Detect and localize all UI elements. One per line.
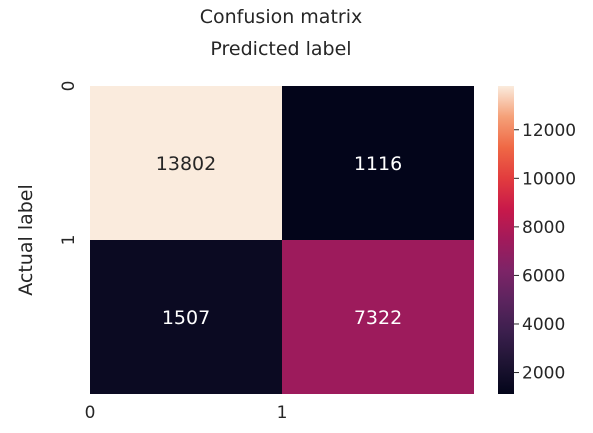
colorbar-tick-label: 2000 — [522, 364, 565, 384]
cell-value-label: 13802 — [156, 153, 216, 175]
y-tick-label: 0 — [59, 81, 79, 92]
x-axis-label: Predicted label — [210, 38, 352, 60]
y-tick-label: 1 — [59, 235, 79, 246]
colorbar-tick-label: 8000 — [522, 218, 565, 238]
cell-value-label: 7322 — [354, 307, 402, 329]
heatmap-cell-1-0 — [90, 240, 282, 394]
colorbar-tick-label: 4000 — [522, 315, 565, 335]
cell-value-label: 1507 — [162, 307, 210, 329]
chart-title: Confusion matrix — [199, 6, 363, 28]
colorbar-tick-label: 12000 — [522, 121, 576, 141]
colorbar-tick-label: 10000 — [522, 169, 576, 189]
cell-value-label: 1116 — [354, 153, 402, 175]
heatmap-cell-0-1 — [282, 86, 474, 240]
x-tick-label: 1 — [277, 403, 288, 423]
y-axis-label: Actual label — [15, 184, 37, 296]
colorbar — [498, 86, 514, 394]
heatmap-cell-0-0 — [90, 86, 282, 240]
heatmap-cell-1-1 — [282, 240, 474, 394]
colorbar-tick-label: 6000 — [522, 266, 565, 286]
x-tick-label: 0 — [85, 403, 96, 423]
